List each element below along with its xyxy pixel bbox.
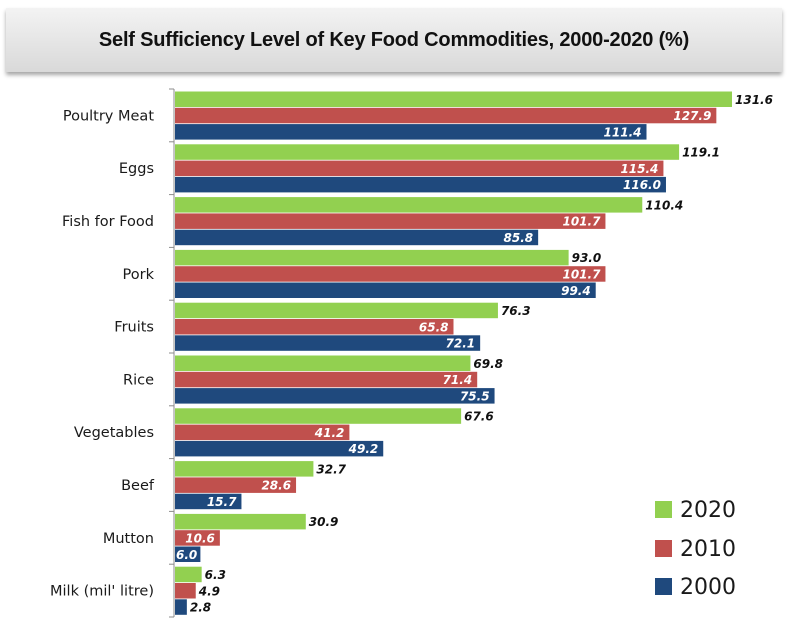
data-label-2010: 71.4 xyxy=(443,373,473,387)
bar-2000 xyxy=(175,176,666,193)
category-label: Vegetables xyxy=(74,425,154,441)
bar-2010 xyxy=(175,213,606,229)
data-label-2020: 76.3 xyxy=(501,304,531,318)
category-label: Beef xyxy=(121,478,155,494)
data-label-2020: 69.8 xyxy=(473,357,503,371)
category-label: Eggs xyxy=(119,161,154,177)
bar-2020 xyxy=(175,355,471,371)
data-label-2010: 41.2 xyxy=(314,426,345,440)
legend-swatch-2010 xyxy=(655,540,672,557)
data-label-2000: 116.0 xyxy=(623,178,661,192)
legend-swatch-2000 xyxy=(655,578,672,595)
data-label-2010: 101.7 xyxy=(562,268,601,282)
data-label-2010: 10.6 xyxy=(185,532,215,546)
category-label: Mutton xyxy=(103,531,154,547)
bar-2000 xyxy=(175,440,384,457)
bar-2010 xyxy=(175,319,454,335)
bar-2020 xyxy=(175,408,462,424)
data-label-2010: 115.4 xyxy=(620,162,658,176)
bar-2010 xyxy=(175,107,717,124)
data-label-2000: 75.5 xyxy=(460,389,490,403)
bar-2020 xyxy=(175,461,314,477)
data-label-2000: 72.1 xyxy=(446,337,476,351)
bar-2020 xyxy=(175,513,306,530)
bar-2000 xyxy=(175,229,539,246)
legend-label-2010: 2010 xyxy=(680,537,736,562)
legend-swatch-2020 xyxy=(655,501,672,518)
bar-2000 xyxy=(175,546,201,562)
bar-2020 xyxy=(175,197,643,213)
data-label-2020: 131.6 xyxy=(735,93,773,107)
data-label-2000: 85.8 xyxy=(504,231,534,245)
category-label: Rice xyxy=(123,372,154,388)
chart-title: Self Sufficiency Level of Key Food Commo… xyxy=(98,28,690,51)
data-label-2020: 110.4 xyxy=(645,198,683,212)
category-label: Fruits xyxy=(114,320,154,336)
bar-2020 xyxy=(175,144,680,160)
data-label-2000: 111.4 xyxy=(604,125,642,139)
bar-2000 xyxy=(175,335,481,351)
bar-2000 xyxy=(175,124,647,140)
bar-2010 xyxy=(175,477,297,493)
category-label: Poultry Meat xyxy=(63,108,154,124)
bar-2000 xyxy=(175,388,495,404)
data-label-2000: 15.7 xyxy=(207,495,237,509)
bar-2010 xyxy=(175,583,196,599)
bar-2000 xyxy=(175,282,596,298)
bar-2020 xyxy=(175,566,202,583)
data-label-2020: 93.0 xyxy=(572,251,602,265)
data-label-2020: 32.7 xyxy=(316,462,346,476)
data-label-2010: 101.7 xyxy=(562,215,601,229)
data-label-2020: 6.3 xyxy=(205,568,226,582)
bar-2010 xyxy=(175,371,478,388)
category-label: Milk (mil' litre) xyxy=(50,584,154,600)
legend-label-2000: 2000 xyxy=(680,575,736,600)
category-label: Fish for Food xyxy=(62,214,154,230)
data-label-2020: 67.6 xyxy=(464,410,494,424)
data-label-2000: 99.4 xyxy=(561,284,591,298)
chart-title-banner: Self Sufficiency Level of Key Food Commo… xyxy=(6,8,782,72)
bar-2010 xyxy=(175,530,220,546)
data-label-2010: 127.9 xyxy=(673,109,711,123)
data-label-2000: 2.8 xyxy=(190,601,211,615)
bar-2000 xyxy=(175,599,187,615)
bar-2020 xyxy=(175,249,569,266)
bar-2010 xyxy=(175,266,606,282)
bar-2020 xyxy=(175,91,732,107)
bar-2010 xyxy=(175,424,350,441)
bar-2000 xyxy=(175,493,242,510)
data-label-2010: 4.9 xyxy=(198,584,220,598)
data-label-2020: 119.1 xyxy=(682,146,720,160)
data-label-2010: 28.6 xyxy=(261,479,291,493)
data-label-2020: 30.9 xyxy=(309,515,339,529)
legend-label-2020: 2020 xyxy=(680,498,736,523)
bar-2010 xyxy=(175,160,664,177)
data-label-2010: 65.8 xyxy=(419,320,449,334)
data-label-2000: 6.0 xyxy=(176,548,197,562)
category-label: Pork xyxy=(123,267,155,283)
data-label-2000: 49.2 xyxy=(348,442,379,456)
bar-2020 xyxy=(175,302,498,319)
